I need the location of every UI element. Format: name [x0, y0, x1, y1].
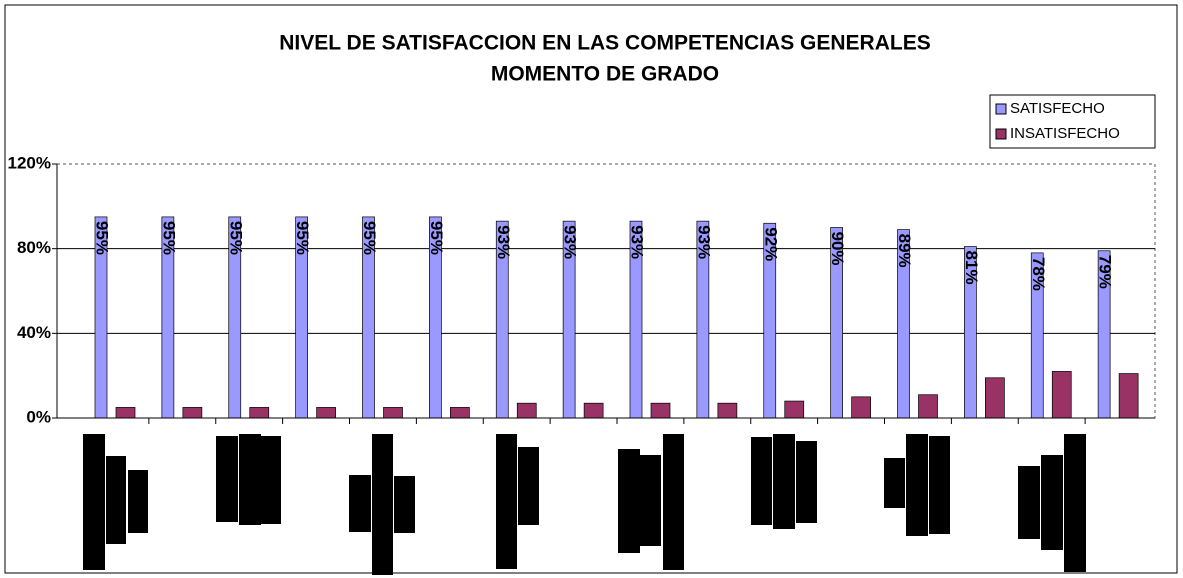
chart-title: MOMENTO DE GRADO: [491, 63, 719, 86]
legend-swatch: [995, 128, 1007, 140]
data-label: 95%: [360, 221, 379, 255]
chart-frame: [4, 4, 1178, 574]
bar: [383, 407, 403, 419]
bar: [985, 377, 1005, 419]
bar: [516, 402, 537, 419]
bar: [249, 407, 270, 419]
data-label: 78%: [1029, 257, 1048, 291]
bar: [182, 407, 203, 419]
bar: [450, 407, 470, 419]
bar: [851, 396, 871, 419]
bar: [583, 402, 604, 419]
legend-label: SATISFECHO: [1010, 100, 1105, 117]
data-label: 95%: [226, 221, 245, 255]
bar: [1051, 371, 1072, 419]
data-label: 93%: [494, 225, 513, 259]
redacted-labels: [83, 434, 1086, 575]
data-label: 93%: [694, 225, 713, 259]
legend-swatch: [995, 103, 1007, 115]
bar: [918, 394, 938, 419]
bar: [115, 407, 136, 419]
data-label: 92%: [761, 227, 780, 261]
legend-label: INSATISFECHO: [1010, 125, 1120, 142]
data-label: 95%: [293, 221, 312, 255]
y-tick-label: 80%: [17, 238, 51, 257]
data-label: 81%: [962, 251, 981, 285]
y-tick-label: 120%: [8, 153, 51, 172]
data-label: 90%: [828, 232, 847, 266]
bar: [1118, 373, 1139, 419]
bar: [316, 407, 336, 419]
data-label: 79%: [1096, 255, 1115, 289]
y-tick-label: 0%: [26, 407, 51, 426]
y-tick-label: 40%: [17, 323, 51, 342]
data-label: 93%: [628, 225, 647, 259]
data-label: 95%: [159, 221, 178, 255]
data-label: 93%: [561, 225, 580, 259]
data-label: 95%: [93, 221, 112, 255]
data-label: 95%: [427, 221, 446, 255]
bar: [717, 402, 738, 419]
data-label: 89%: [895, 234, 914, 268]
bar: [650, 402, 671, 419]
chart-title: NIVEL DE SATISFACCION EN LAS COMPETENCIA…: [279, 32, 930, 55]
bar: [784, 400, 805, 419]
legend-box: [989, 94, 1156, 149]
